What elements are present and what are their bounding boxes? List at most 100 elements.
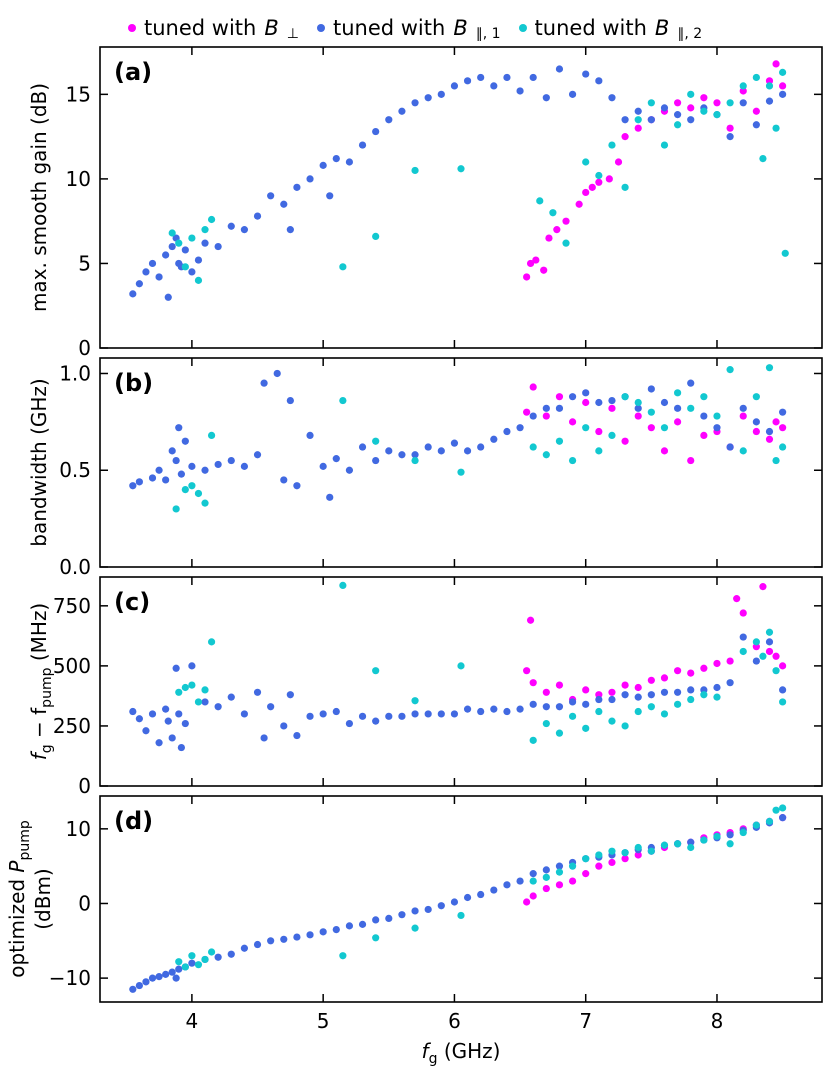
point-par1 xyxy=(372,717,380,725)
y-tick-label: −10 xyxy=(49,966,91,990)
point-par1 xyxy=(306,712,314,720)
point-par1 xyxy=(201,239,209,247)
point-par2 xyxy=(582,855,590,863)
point-perp xyxy=(555,881,564,889)
y-axis-label: optimized Ppump xyxy=(5,820,33,978)
point-par2 xyxy=(175,958,183,966)
point-par2 xyxy=(759,155,767,163)
axes-frame xyxy=(99,795,823,1003)
point-perp xyxy=(608,404,616,412)
point-par1 xyxy=(568,90,577,98)
point-par2 xyxy=(772,806,780,814)
point-perp xyxy=(605,175,613,183)
point-par1 xyxy=(306,931,314,939)
point-par2 xyxy=(634,116,642,124)
point-par1 xyxy=(660,398,669,407)
point-perp xyxy=(739,412,747,420)
point-par1 xyxy=(595,398,603,407)
point-par2 xyxy=(339,581,347,590)
point-par2 xyxy=(660,710,669,718)
point-par2 xyxy=(595,447,603,455)
panel-label: (a) xyxy=(114,58,152,86)
legend-var: B xyxy=(654,16,670,40)
point-par1 xyxy=(739,99,747,107)
y-tick-label: 1.0 xyxy=(59,361,91,385)
point-par2 xyxy=(765,628,774,636)
point-par2 xyxy=(568,712,577,720)
point-par1 xyxy=(227,456,235,465)
y-tick-label: 750 xyxy=(53,594,91,618)
point-perp xyxy=(555,393,564,401)
point-par2 xyxy=(634,843,642,852)
point-perp xyxy=(752,107,760,115)
point-perp xyxy=(568,877,577,885)
point-par1 xyxy=(280,935,288,943)
point-par1 xyxy=(142,268,150,276)
point-par1 xyxy=(155,466,163,474)
point-perp xyxy=(532,256,540,264)
point-par1 xyxy=(516,424,524,432)
point-perp xyxy=(752,427,760,436)
point-par1 xyxy=(214,703,222,711)
point-par1 xyxy=(129,985,137,993)
point-par1 xyxy=(253,451,262,459)
point-par2 xyxy=(779,804,787,812)
point-par1 xyxy=(595,695,603,704)
point-par1 xyxy=(726,133,734,141)
point-par1 xyxy=(181,719,189,728)
point-par2 xyxy=(595,707,603,716)
point-perp xyxy=(529,383,537,391)
point-par1 xyxy=(555,65,564,73)
point-perp xyxy=(621,855,629,863)
point-par1 xyxy=(450,898,459,906)
point-par2 xyxy=(457,468,465,476)
point-par1 xyxy=(529,700,537,708)
point-par2 xyxy=(772,667,780,675)
point-par1 xyxy=(286,691,294,699)
point-par2 xyxy=(781,249,789,257)
point-par2 xyxy=(457,662,465,670)
point-perp xyxy=(726,124,734,132)
point-par1 xyxy=(752,657,760,665)
point-perp xyxy=(779,82,787,90)
point-par2 xyxy=(608,141,616,149)
point-par1 xyxy=(687,838,695,846)
point-par1 xyxy=(555,862,564,870)
point-par2 xyxy=(621,849,629,857)
point-perp xyxy=(765,77,774,85)
point-perp xyxy=(553,226,561,234)
point-par1 xyxy=(713,683,721,692)
point-par1 xyxy=(477,443,485,451)
y-axis-label: bandwidth (GHz) xyxy=(27,378,51,546)
point-perp xyxy=(526,616,535,624)
point-par1 xyxy=(227,222,235,230)
point-par2 xyxy=(713,111,721,119)
point-perp xyxy=(687,104,695,112)
point-par1 xyxy=(542,866,550,874)
point-par1 xyxy=(674,111,682,119)
point-perp xyxy=(529,892,537,900)
y-tick-label: 0 xyxy=(78,774,91,798)
point-perp xyxy=(555,681,564,689)
point-par2 xyxy=(739,447,747,455)
series-perp xyxy=(523,383,787,465)
point-par1 xyxy=(280,722,288,730)
point-par2 xyxy=(188,482,196,490)
point-par2 xyxy=(647,408,655,416)
point-par1 xyxy=(582,70,590,78)
point-par2 xyxy=(339,396,347,405)
point-par1 xyxy=(175,965,183,973)
point-perp xyxy=(765,647,774,656)
point-perp xyxy=(700,94,708,102)
panel-2: 0 250 500 750 (c) fg − fpump (MHz) xyxy=(27,576,823,798)
point-perp xyxy=(779,424,787,432)
point-par1 xyxy=(148,259,157,268)
point-perp xyxy=(647,676,655,684)
point-par2 xyxy=(568,862,577,870)
point-par2 xyxy=(339,263,347,271)
point-par1 xyxy=(129,482,137,490)
legend-var: B xyxy=(264,16,279,40)
point-par2 xyxy=(634,707,642,716)
point-par1 xyxy=(188,462,196,470)
